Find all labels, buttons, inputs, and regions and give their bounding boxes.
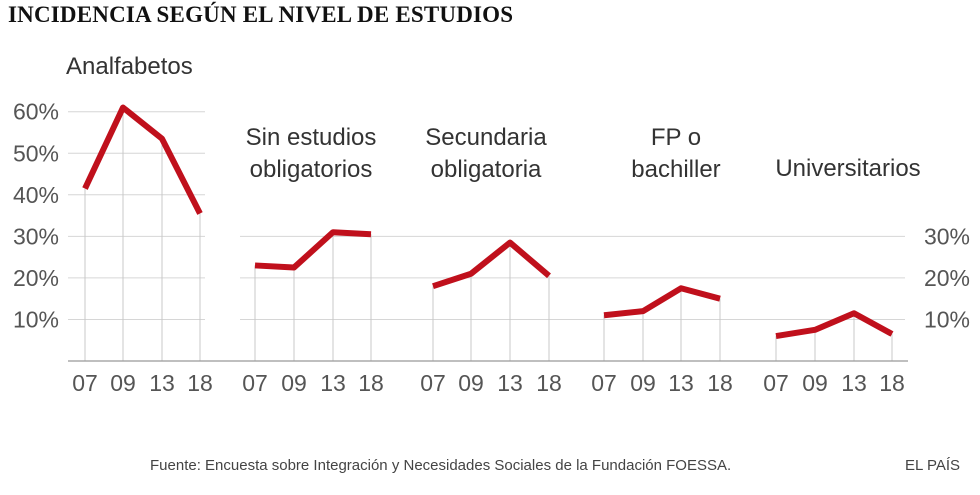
series-line: [603, 285, 721, 319]
x-tick-label: 18: [536, 370, 562, 396]
panel-labels: Analfabetos Sin estudios obligatorios Secun…: [66, 53, 921, 183]
x-tick-label: 09: [281, 370, 307, 396]
x-tick-label: 13: [149, 370, 175, 396]
y-ticks: 10% 20% 30% 40% 50% 60% 10% 20% 30%: [13, 99, 970, 333]
x-ticks: 07 09 13 18 07 09 13 18 07 09 13 18 07 09 13 18 07 09 13 18: [72, 370, 905, 396]
x-tick-label: 07: [420, 370, 446, 396]
series-label: FP o: [651, 124, 701, 151]
series-label: obligatoria: [431, 156, 542, 183]
y-tick-label-left: 40%: [13, 182, 59, 208]
y-tick-label-left: 50%: [13, 140, 59, 166]
y-tick-label-right: 30%: [924, 223, 970, 249]
series-label: Universitarios: [775, 155, 920, 182]
x-tick-label: 09: [802, 370, 828, 396]
drop-lines: [84, 107, 893, 361]
x-tick-label: 13: [497, 370, 523, 396]
y-tick-label-left: 10%: [13, 306, 59, 332]
x-tick-label: 07: [591, 370, 617, 396]
y-tick-label-left: 30%: [13, 223, 59, 249]
series-line: [254, 229, 372, 271]
x-tick-label: 18: [358, 370, 384, 396]
x-tick-label: 07: [72, 370, 98, 396]
y-tick-label-right: 20%: [924, 265, 970, 291]
series-label: Analfabetos: [66, 53, 193, 80]
x-tick-label: 18: [707, 370, 733, 396]
x-tick-label: 18: [187, 370, 213, 396]
y-tick-label-left: 20%: [13, 265, 59, 291]
source-note: Fuente: Encuesta sobre Integración y Nec…: [150, 457, 732, 474]
y-tick-label-left: 60%: [13, 99, 59, 125]
series-line: [432, 239, 551, 290]
x-tick-label: 18: [879, 370, 905, 396]
x-tick-label: 13: [320, 370, 346, 396]
series-lines: [82, 104, 894, 340]
series-line: [82, 104, 203, 215]
chart-title: INCIDENCIA SEGÚN EL NIVEL DE ESTUDIOS: [8, 2, 514, 27]
x-tick-label: 13: [841, 370, 867, 396]
series-label: bachiller: [631, 156, 720, 183]
x-tick-label: 07: [242, 370, 268, 396]
x-tick-label: 09: [630, 370, 656, 396]
grid-lines: [68, 111, 905, 320]
x-tick-label: 09: [458, 370, 484, 396]
series-line: [775, 310, 894, 340]
series-label: Secundaria: [425, 124, 547, 151]
series-label: obligatorios: [250, 156, 373, 183]
x-tick-label: 09: [110, 370, 136, 396]
y-tick-label-right: 10%: [924, 306, 970, 332]
brand-label: EL PAÍS: [905, 457, 961, 474]
x-tick-label: 07: [763, 370, 789, 396]
series-label: Sin estudios: [246, 124, 377, 151]
x-tick-label: 13: [668, 370, 694, 396]
